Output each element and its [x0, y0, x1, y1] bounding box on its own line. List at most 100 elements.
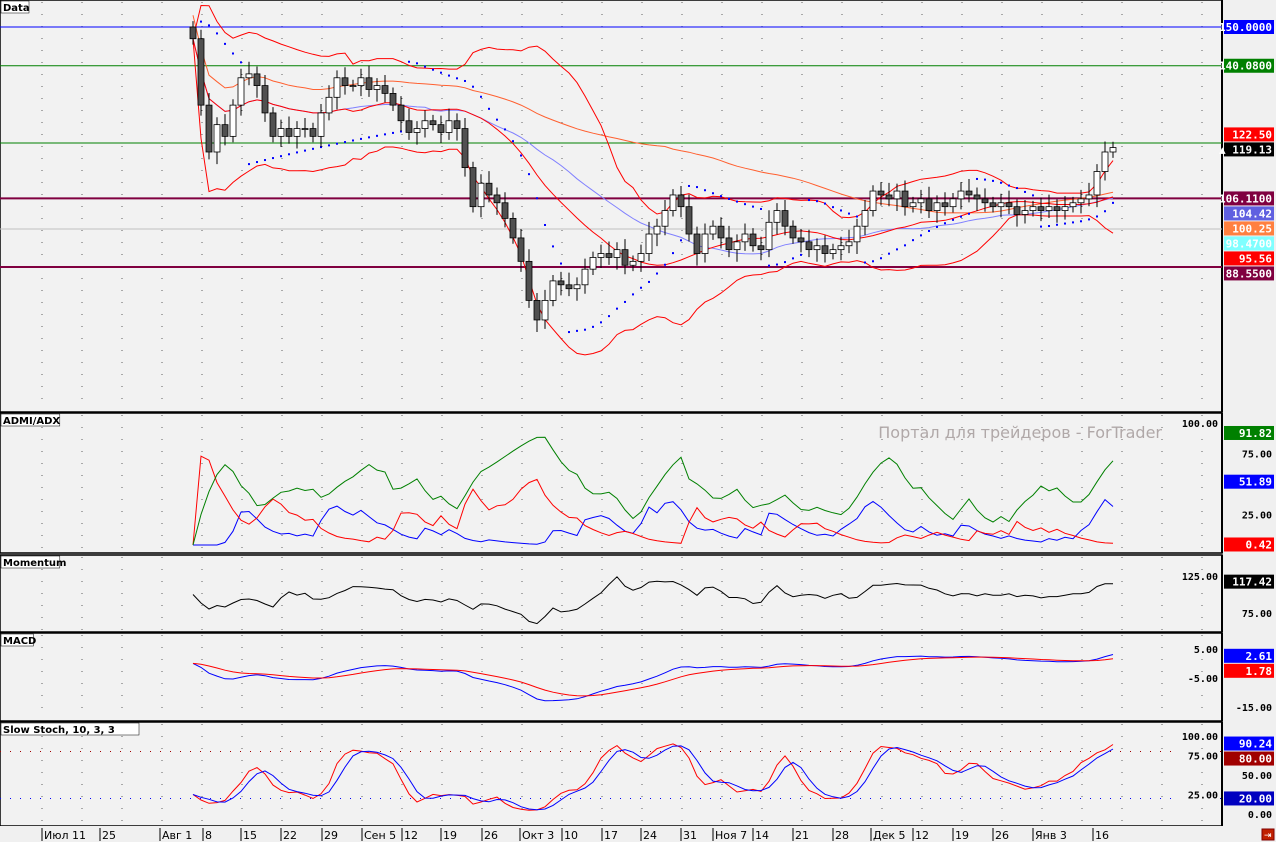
candle [277, 128, 285, 137]
sar-dot [512, 140, 514, 143]
candle [933, 202, 941, 211]
sar-dot [464, 79, 466, 82]
value-badge: 90.24 [1239, 738, 1272, 751]
sar-dot [744, 203, 746, 206]
date-label: 16 [1095, 829, 1109, 842]
candle [549, 280, 557, 301]
candle [589, 257, 597, 270]
price-label: 95.56 [1239, 252, 1272, 265]
sar-dot [752, 205, 754, 208]
candle [989, 202, 997, 208]
candle [349, 85, 357, 87]
date-label: Ноя 7 [715, 829, 747, 842]
sar-dot [1072, 221, 1074, 224]
panel-title-bg [0, 633, 34, 647]
date-label: Янв 3 [1035, 829, 1067, 842]
sar-dot [936, 225, 938, 228]
sar-dot [688, 184, 690, 187]
sar-dot [1112, 201, 1114, 204]
price-label: 150.0000 [1219, 21, 1272, 34]
axis-tick-label-bg [1178, 749, 1219, 762]
sar-dot [768, 264, 770, 267]
date-label: 10 [564, 829, 578, 842]
value-badge-bg [1224, 474, 1274, 489]
candle [725, 237, 733, 251]
candle [533, 300, 541, 321]
arrow-right-icon: ⇥ [1264, 831, 1272, 841]
sar-dot [392, 131, 394, 134]
stoch-d-line [192, 745, 1114, 811]
sar-dot [848, 212, 850, 215]
bollinger-middle [192, 38, 1114, 266]
sar-dot [376, 134, 378, 137]
price-label: ▲ 119.13 [1219, 143, 1272, 156]
date-label: 15 [243, 829, 257, 842]
sar-dot [560, 262, 562, 265]
sar-dot [976, 177, 978, 180]
sar-dot [640, 286, 642, 289]
scroll-right-button[interactable] [1261, 828, 1275, 841]
candle [509, 217, 517, 239]
candle [293, 128, 301, 137]
axis-tick-label: 75.00 [1188, 751, 1218, 762]
sar-dot [584, 328, 586, 331]
candle [597, 253, 605, 258]
panel-4 [0, 721, 1223, 827]
candle [517, 237, 525, 262]
sar-dot [1024, 190, 1026, 193]
candle [317, 112, 325, 137]
candle [797, 237, 805, 243]
value-badge: 117.42 [1232, 576, 1272, 589]
candle [565, 284, 573, 290]
candle [949, 198, 957, 208]
bollinger-lower [192, 38, 1114, 356]
date-label: 17 [604, 829, 618, 842]
value-badge: 1.78 [1246, 665, 1273, 678]
axis-tick-label-bg [1178, 672, 1219, 684]
candle [261, 85, 269, 114]
sar-dot [696, 186, 698, 189]
value-badge-bg [1224, 736, 1274, 751]
sar-dot [528, 173, 530, 176]
candle [685, 206, 693, 235]
panel-3 [0, 632, 1223, 722]
candle [693, 233, 701, 254]
sar-dot [1104, 210, 1106, 213]
candle [605, 253, 613, 258]
sar-dot [288, 153, 290, 156]
sar-dot [904, 244, 906, 247]
date-label: 8 [205, 829, 212, 842]
candle [941, 202, 949, 208]
sar-dot [984, 178, 986, 181]
sar-dot [824, 202, 826, 205]
watermark: Портал для трейдеров - ForTrader [878, 423, 1162, 442]
sar-dot [736, 200, 738, 203]
candle [453, 120, 461, 129]
sar-dot [616, 307, 618, 310]
panel-title: ADMI/ADX [3, 416, 60, 427]
price-label: 140.0800 [1219, 60, 1272, 73]
candle [829, 249, 837, 254]
candle [1053, 206, 1061, 211]
sar-dot [944, 222, 946, 225]
candle [893, 190, 901, 200]
candle [501, 202, 509, 219]
sar-dot [1008, 184, 1010, 187]
candle [677, 194, 685, 208]
sar-dot [648, 280, 650, 283]
sar-dot [368, 136, 370, 139]
sar-dot [720, 195, 722, 198]
sar-dot [728, 197, 730, 200]
panel-title-bg [0, 555, 61, 569]
sar-dot [632, 293, 634, 296]
adx-line [192, 436, 1114, 546]
candle [325, 96, 333, 114]
date-label: 31 [683, 829, 697, 842]
sar-dot [608, 315, 610, 318]
sar-dot [304, 149, 306, 152]
candle [461, 128, 469, 169]
date-label: 22 [283, 829, 297, 842]
candle [629, 260, 637, 266]
price-label-bg [1224, 236, 1274, 251]
candle [749, 233, 757, 247]
